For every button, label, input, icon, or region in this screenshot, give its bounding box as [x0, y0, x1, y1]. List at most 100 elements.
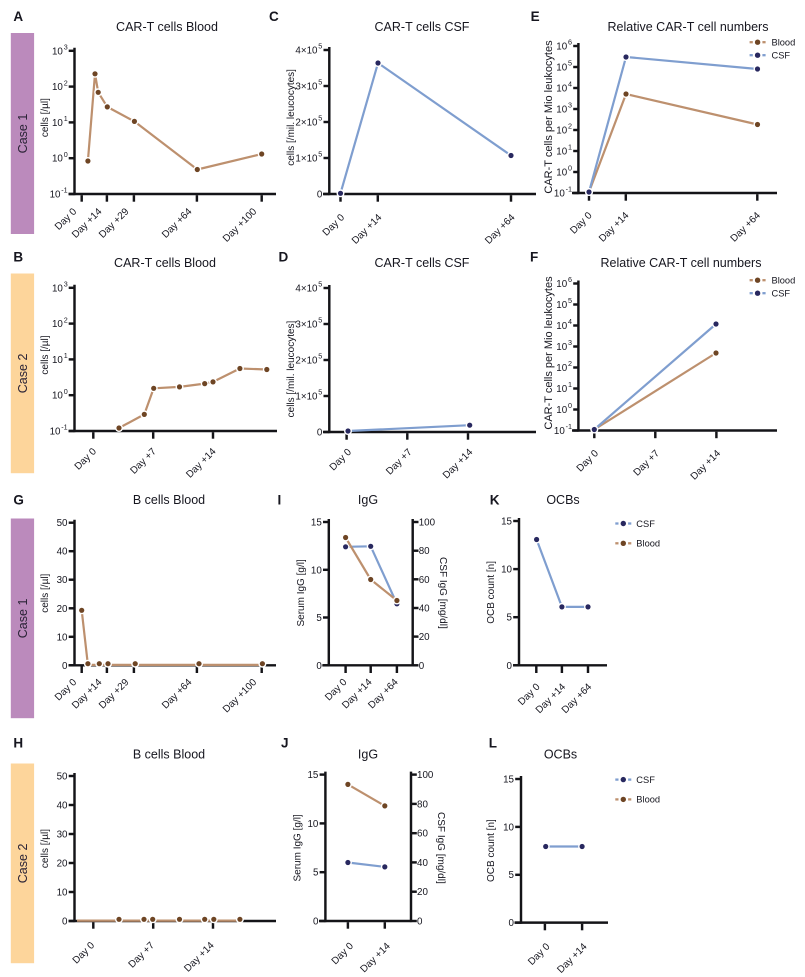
svg-text:30: 30 [57, 575, 68, 586]
svg-text:Case 1: Case 1 [16, 599, 30, 639]
svg-text:cells [/µl]: cells [/µl] [40, 573, 51, 612]
svg-text:5: 5 [316, 613, 322, 624]
svg-text:0: 0 [62, 917, 68, 928]
svg-text:I: I [278, 493, 282, 508]
svg-text:C: C [269, 9, 279, 24]
svg-text:100: 100 [417, 770, 434, 781]
svg-text:15: 15 [311, 518, 322, 529]
svg-text:IgG: IgG [358, 748, 378, 762]
svg-text:5: 5 [313, 868, 319, 879]
svg-text:10: 10 [503, 822, 514, 833]
svg-text:4×105: 4×105 [295, 42, 322, 57]
svg-text:80: 80 [417, 799, 428, 810]
svg-text:CSF: CSF [636, 775, 655, 785]
svg-text:K: K [490, 493, 500, 508]
svg-text:0: 0 [317, 190, 323, 201]
svg-text:Blood: Blood [636, 795, 660, 805]
svg-text:CAR-T cells CSF: CAR-T cells CSF [375, 256, 470, 270]
svg-text:40: 40 [57, 801, 68, 812]
svg-text:20: 20 [419, 632, 430, 643]
svg-text:CSF IgG [mg/dl]: CSF IgG [mg/dl] [435, 812, 446, 884]
svg-text:60: 60 [419, 575, 430, 586]
svg-text:0: 0 [317, 428, 323, 439]
svg-text:2×105: 2×105 [295, 114, 322, 129]
svg-text:0: 0 [419, 661, 425, 672]
svg-text:B cells Blood: B cells Blood [133, 493, 205, 507]
svg-text:cells [/µl]: cells [/µl] [40, 335, 51, 374]
svg-text:4×105: 4×105 [295, 280, 322, 295]
svg-text:5: 5 [509, 870, 515, 881]
svg-text:1×105: 1×105 [295, 150, 322, 165]
svg-text:50: 50 [57, 772, 68, 783]
svg-text:0: 0 [507, 661, 513, 672]
svg-text:CAR-T cells CSF: CAR-T cells CSF [375, 20, 470, 34]
svg-text:0: 0 [417, 917, 423, 928]
svg-text:G: G [13, 493, 24, 508]
svg-text:CAR-T cells Blood: CAR-T cells Blood [116, 20, 218, 34]
svg-text:Blood: Blood [772, 276, 796, 286]
svg-text:F: F [530, 250, 538, 265]
svg-text:10: 10 [57, 632, 68, 643]
svg-text:15: 15 [501, 517, 512, 528]
svg-text:Serum IgG [g/l]: Serum IgG [g/l] [293, 814, 304, 881]
svg-text:10: 10 [501, 565, 512, 576]
svg-text:Blood: Blood [636, 539, 660, 549]
svg-text:Serum IgG [g/l]: Serum IgG [g/l] [296, 559, 307, 626]
svg-text:80: 80 [419, 546, 430, 557]
svg-text:10: 10 [311, 565, 322, 576]
svg-text:J: J [281, 736, 289, 751]
svg-text:CSF: CSF [772, 289, 791, 299]
svg-text:3×105: 3×105 [295, 316, 322, 331]
svg-text:60: 60 [417, 829, 428, 840]
svg-text:0: 0 [62, 661, 68, 672]
svg-text:cells [/mil. leucocytes]: cells [/mil. leucocytes] [286, 69, 297, 166]
svg-text:Case 2: Case 2 [16, 354, 30, 394]
svg-text:E: E [531, 9, 540, 24]
svg-text:CAR-T cells per Mio leukocytes: CAR-T cells per Mio leukocytes [543, 40, 555, 194]
svg-text:IgG: IgG [358, 493, 378, 507]
svg-text:cells [/mil. leucocytes]: cells [/mil. leucocytes] [286, 320, 297, 417]
svg-text:cells [/µl]: cells [/µl] [40, 98, 51, 137]
svg-text:CAR-T cells per Mio leukocytes: CAR-T cells per Mio leukocytes [543, 276, 555, 430]
svg-text:20: 20 [57, 859, 68, 870]
svg-text:20: 20 [57, 604, 68, 615]
svg-text:CSF: CSF [772, 51, 791, 61]
svg-text:40: 40 [419, 604, 430, 615]
svg-text:OCB count [n]: OCB count [n] [486, 561, 497, 624]
svg-text:B: B [13, 250, 23, 265]
svg-text:H: H [13, 736, 23, 751]
svg-text:Case 1: Case 1 [16, 114, 30, 154]
svg-text:15: 15 [307, 770, 318, 781]
svg-text:10: 10 [57, 888, 68, 899]
svg-text:cells [/µl]: cells [/µl] [40, 829, 51, 868]
svg-text:A: A [13, 9, 23, 24]
svg-text:Relative CAR-T cell numbers: Relative CAR-T cell numbers [608, 20, 769, 34]
svg-text:Blood: Blood [772, 38, 796, 48]
svg-text:0: 0 [509, 918, 515, 929]
svg-text:OCBs: OCBs [546, 493, 579, 507]
svg-text:Relative CAR-T cell numbers: Relative CAR-T cell numbers [601, 256, 762, 270]
svg-text:OCB count [n]: OCB count [n] [486, 819, 497, 882]
svg-text:B cells Blood: B cells Blood [133, 748, 205, 762]
svg-text:0: 0 [316, 661, 322, 672]
svg-text:40: 40 [57, 547, 68, 558]
svg-text:CSF: CSF [636, 519, 655, 529]
svg-text:CAR-T cells Blood: CAR-T cells Blood [114, 256, 216, 270]
svg-text:2×105: 2×105 [295, 352, 322, 367]
svg-text:CSF IgG [mg/dl]: CSF IgG [mg/dl] [437, 557, 448, 629]
svg-text:D: D [279, 250, 289, 265]
svg-text:3×105: 3×105 [295, 78, 322, 93]
svg-text:Case 2: Case 2 [16, 844, 30, 884]
svg-text:5: 5 [507, 613, 513, 624]
svg-text:50: 50 [57, 518, 68, 529]
svg-text:OCBs: OCBs [544, 748, 577, 762]
svg-text:L: L [489, 736, 497, 751]
svg-text:30: 30 [57, 830, 68, 841]
svg-text:20: 20 [417, 887, 428, 898]
svg-text:0: 0 [313, 917, 319, 928]
svg-text:100: 100 [419, 518, 436, 529]
svg-text:40: 40 [417, 858, 428, 869]
svg-text:1×105: 1×105 [295, 388, 322, 403]
svg-text:15: 15 [503, 775, 514, 786]
svg-text:10: 10 [307, 819, 318, 830]
